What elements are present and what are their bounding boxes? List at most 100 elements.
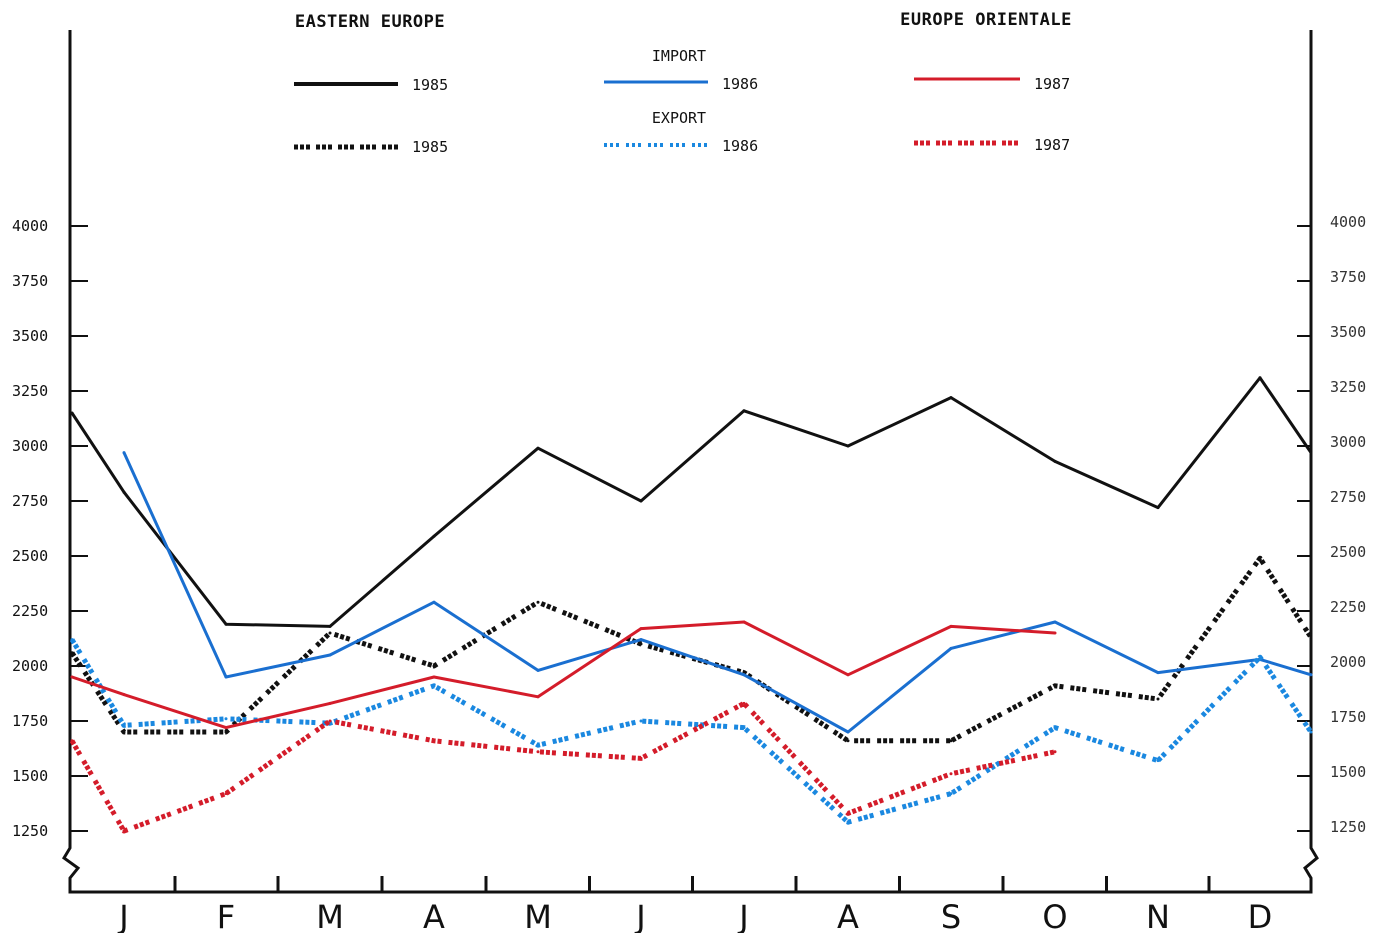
y-tick-label-left: 2750 bbox=[12, 492, 48, 510]
point-1986-import bbox=[639, 638, 643, 642]
point-1986-export bbox=[1053, 726, 1057, 730]
legend-export-label: EXPORT bbox=[652, 109, 706, 127]
legend-label-1987-import: 1987 bbox=[1034, 75, 1070, 93]
x-tick-label: A bbox=[423, 898, 445, 933]
y-tick-label-right: 3250 bbox=[1330, 378, 1366, 396]
point-1987-export bbox=[1053, 750, 1057, 754]
legend-label-1986-export: 1986 bbox=[722, 137, 758, 155]
point-1987-export bbox=[742, 701, 746, 705]
point-1985-import bbox=[1156, 506, 1160, 510]
legend-import-label: IMPORT bbox=[652, 47, 706, 65]
y-tick-label-right: 3000 bbox=[1330, 433, 1366, 451]
point-1986-import bbox=[1053, 620, 1057, 624]
point-1986-export bbox=[122, 723, 126, 727]
point-1985-import bbox=[328, 624, 332, 628]
point-1986-export bbox=[536, 743, 540, 747]
point-1987-export bbox=[639, 756, 643, 760]
point-1985-import bbox=[224, 622, 228, 626]
point-1985-import bbox=[949, 396, 953, 400]
point-1986-import bbox=[742, 673, 746, 677]
point-1986-export bbox=[742, 726, 746, 730]
y-tick-label-left: 1750 bbox=[12, 712, 48, 730]
y-tick-label-left: 2500 bbox=[12, 547, 48, 565]
x-tick-label: A bbox=[837, 898, 859, 933]
point-1985-import bbox=[1053, 459, 1057, 463]
point-1987-export bbox=[70, 739, 74, 743]
point-1987-export bbox=[949, 772, 953, 776]
point-1986-import bbox=[328, 653, 332, 657]
point-1986-import bbox=[122, 451, 126, 455]
y-tick-label-left: 2000 bbox=[12, 657, 48, 675]
point-1987-import bbox=[122, 693, 126, 697]
point-1985-export bbox=[536, 600, 540, 604]
x-tick-label: F bbox=[217, 898, 235, 933]
point-1987-export bbox=[536, 750, 540, 754]
y-tick-label-right: 1750 bbox=[1330, 708, 1366, 726]
y-tick-label-left: 1500 bbox=[12, 767, 48, 785]
point-1985-export bbox=[432, 664, 436, 668]
axes-frame bbox=[62, 30, 1319, 894]
y-tick-label-right: 1250 bbox=[1330, 818, 1366, 836]
series-1986-export bbox=[69, 638, 1314, 825]
point-1987-import bbox=[1053, 631, 1057, 635]
point-1987-import bbox=[70, 675, 74, 679]
point-1987-export bbox=[328, 719, 332, 723]
point-1986-export bbox=[639, 719, 643, 723]
point-1985-export bbox=[846, 739, 850, 743]
point-1986-export bbox=[1156, 759, 1160, 763]
legend-label-1987-export: 1987 bbox=[1034, 136, 1070, 154]
point-1986-import bbox=[949, 646, 953, 650]
y-tick-label-left: 4000 bbox=[12, 217, 48, 235]
point-1986-import bbox=[846, 730, 850, 734]
point-1986-export bbox=[224, 717, 228, 721]
point-1985-export bbox=[1309, 635, 1313, 639]
point-1987-import bbox=[639, 627, 643, 631]
point-1985-export bbox=[224, 730, 228, 734]
point-1986-export bbox=[432, 684, 436, 688]
point-1985-import bbox=[70, 411, 74, 415]
x-tick-label: M bbox=[316, 898, 344, 933]
x-tick-label: D bbox=[1248, 898, 1273, 933]
y-tick-label-right: 2250 bbox=[1330, 598, 1366, 616]
point-1986-import bbox=[224, 675, 228, 679]
x-tick-label: J bbox=[117, 898, 128, 933]
legend-label-1985-import: 1985 bbox=[412, 76, 448, 94]
point-1986-import bbox=[432, 600, 436, 604]
series-1987-export bbox=[69, 700, 1056, 834]
point-1986-export bbox=[949, 792, 953, 796]
point-1985-import bbox=[536, 446, 540, 450]
point-1985-import bbox=[639, 499, 643, 503]
point-1987-import bbox=[846, 673, 850, 677]
point-1987-export bbox=[846, 811, 850, 815]
point-1987-import bbox=[224, 726, 228, 730]
point-1985-import bbox=[1258, 376, 1262, 380]
point-1985-export bbox=[1156, 697, 1160, 701]
y-tick-label-left: 2250 bbox=[12, 602, 48, 620]
chart-title-left: EASTERN EUROPE bbox=[295, 12, 445, 32]
point-1987-export bbox=[122, 829, 126, 833]
point-1985-import bbox=[742, 409, 746, 413]
y-tick-label-left: 3750 bbox=[12, 272, 48, 290]
point-1985-export bbox=[122, 730, 126, 734]
y-tick-label-right: 4000 bbox=[1330, 213, 1366, 231]
point-1985-export bbox=[1258, 556, 1262, 560]
x-tick-label: J bbox=[634, 898, 645, 933]
y-tick-label-left: 3250 bbox=[12, 382, 48, 400]
x-tick-label: O bbox=[1042, 898, 1067, 933]
point-1987-export bbox=[432, 739, 436, 743]
x-tick-label: S bbox=[941, 898, 961, 933]
y-tick-label-left: 1250 bbox=[12, 822, 48, 840]
x-tick-label: N bbox=[1146, 898, 1170, 933]
point-1985-export bbox=[949, 739, 953, 743]
point-1985-import bbox=[122, 490, 126, 494]
point-1986-export bbox=[1309, 730, 1313, 734]
y-tick-label-right: 3500 bbox=[1330, 323, 1366, 341]
point-1985-import bbox=[846, 444, 850, 448]
y-tick-label-right: 2500 bbox=[1330, 543, 1366, 561]
point-1987-export bbox=[224, 792, 228, 796]
point-1986-export bbox=[1258, 655, 1262, 659]
point-1985-export bbox=[70, 651, 74, 655]
y-tick-label-right: 1500 bbox=[1330, 763, 1366, 781]
point-1985-import bbox=[1309, 451, 1313, 455]
